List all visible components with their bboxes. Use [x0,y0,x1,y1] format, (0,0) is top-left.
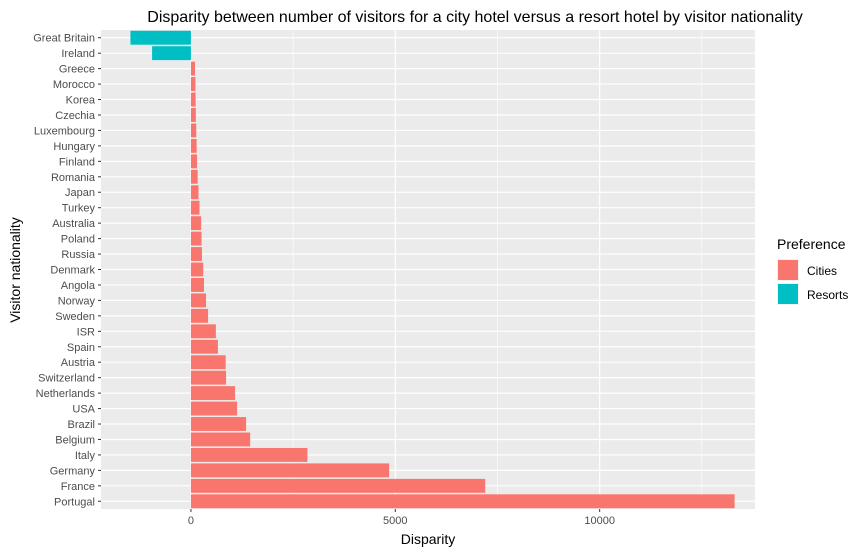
bar-ireland [152,46,191,61]
bar-france [190,478,486,493]
legend-swatch-cities [778,260,798,280]
bars [130,30,735,509]
bar-switzerland [190,370,227,385]
y-tick-label-spain: Spain [67,342,95,354]
legend-label-cities: Cities [807,264,837,278]
bar-isr [190,324,216,339]
bar-angola [190,277,205,292]
chart-title: Disparity between number of visitors for… [147,9,802,26]
bar-romania [190,169,198,184]
legend-title: Preference [777,236,846,252]
y-tick-label-brazil: Brazil [67,419,95,431]
bar-germany [190,463,390,478]
y-tick-label-italy: Italy [75,450,96,462]
bar-korea [190,92,196,107]
bar-greece [190,61,196,76]
y-tick-label-poland: Poland [61,234,95,246]
bar-netherlands [190,386,236,401]
y-tick-label-korea: Korea [66,95,96,107]
bar-belgium [190,432,251,447]
y-tick-label-romania: Romania [51,172,96,184]
y-tick-label-belgium: Belgium [55,434,95,446]
y-tick-labels: Great Britain Ireland Greece Morocco Korea Cz… [33,33,101,508]
x-tick-label: 10000 [584,515,615,527]
bar-czechia [190,108,196,122]
bar-poland [190,231,202,246]
x-tick-label: 0 [188,515,194,527]
y-tick-label-japan: Japan [65,187,95,199]
bar-denmark [190,262,204,277]
bar-japan [190,185,199,200]
legend-swatch-resorts [778,284,798,304]
y-tick-label-finland: Finland [59,156,95,168]
bar-hungary [190,138,197,153]
y-tick-label-czechia: Czechia [55,110,96,122]
legend: Preference Cities Resorts [777,236,848,305]
bar-australia [190,216,202,231]
y-tick-label-morocco: Morocco [53,79,95,91]
y-tick-label-hungary: Hungary [53,141,95,153]
y-tick-label-usa: USA [72,404,95,416]
x-tick-label: 5000 [383,515,407,527]
x-tick-labels: 0 5000 10000 [188,509,615,527]
y-tick-label-switzerland: Switzerland [38,373,95,385]
bar-turkey [190,200,200,215]
bar-usa [190,401,238,416]
y-tick-label-australia: Australia [52,218,96,230]
x-axis-label: Disparity [401,531,455,547]
y-tick-label-sweden: Sweden [55,311,95,323]
bar-brazil [190,417,247,431]
grid-lines [101,30,755,509]
bar-luxembourg [190,123,197,138]
y-tick-label-ireland: Ireland [61,48,95,60]
y-tick-label-luxembourg: Luxembourg [34,125,95,137]
y-tick-label-angola: Angola [61,280,96,292]
bar-italy [190,447,308,462]
y-tick-label-great-britain: Great Britain [33,33,95,45]
bar-russia [190,247,202,262]
bar-sweden [190,308,209,323]
y-tick-label-portugal: Portugal [54,496,95,508]
y-tick-label-germany: Germany [50,465,96,477]
y-tick-label-isr: ISR [77,326,95,338]
bar-morocco [190,77,196,92]
bar-great-britain [130,30,191,45]
bar-norway [190,293,207,308]
bar-austria [190,355,226,370]
y-tick-label-turkey: Turkey [62,203,96,215]
legend-label-resorts: Resorts [807,288,848,302]
bar-finland [190,154,198,169]
y-axis-label: Visitor nationality [7,217,23,323]
y-tick-label-denmark: Denmark [50,265,95,277]
bar-spain [190,339,218,354]
y-tick-label-greece: Greece [59,64,95,76]
y-tick-label-russia: Russia [61,249,96,261]
y-tick-label-austria: Austria [61,357,96,369]
y-tick-label-netherlands: Netherlands [36,388,96,400]
y-tick-label-france: France [61,481,95,493]
bar-portugal [190,494,735,509]
y-tick-label-norway: Norway [58,295,96,307]
